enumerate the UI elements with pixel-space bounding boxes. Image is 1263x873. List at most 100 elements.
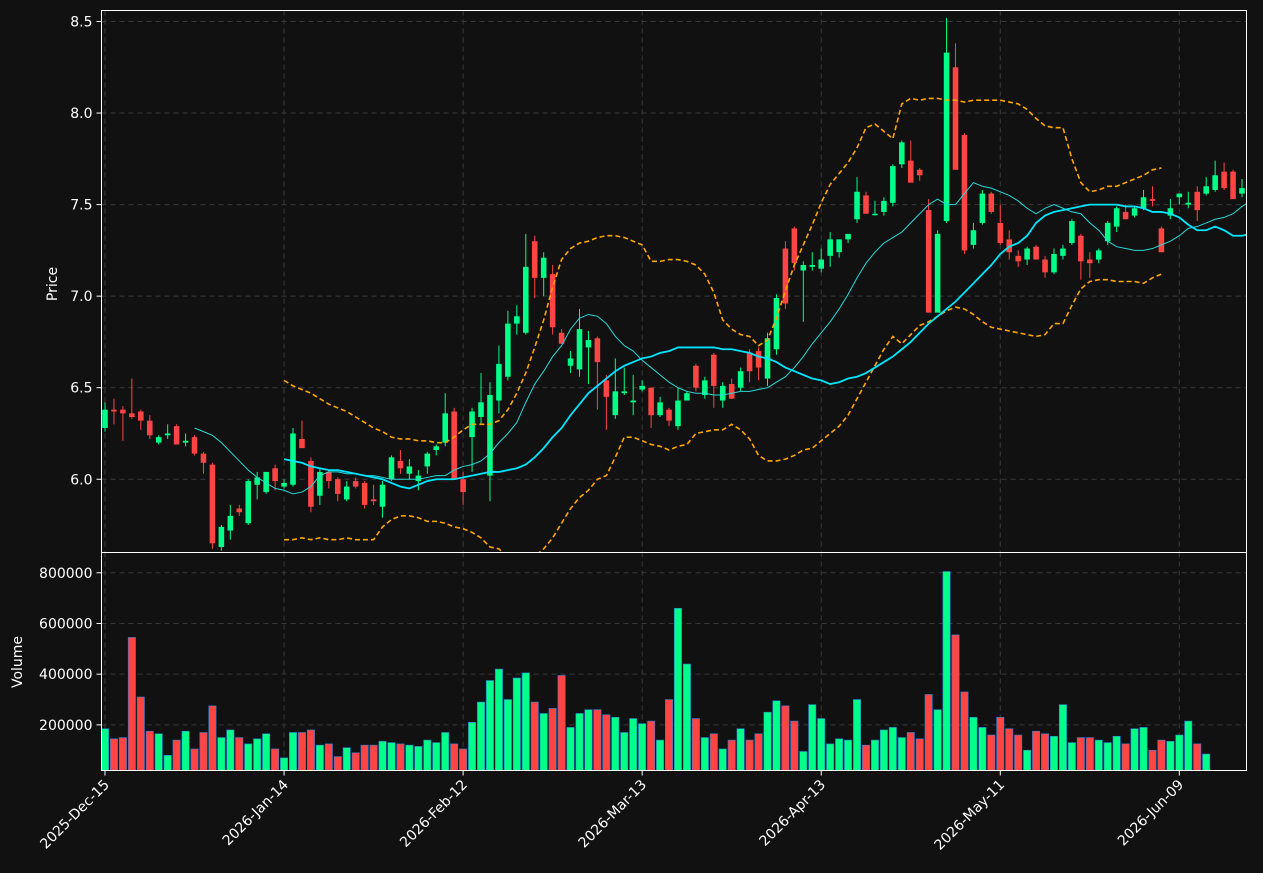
volume-bar <box>459 748 468 771</box>
candle-body <box>728 384 735 399</box>
volume-bar <box>978 727 987 771</box>
volume-bar <box>423 739 432 771</box>
volume-bar <box>244 743 253 771</box>
volume-bar <box>450 743 459 771</box>
candle-body <box>916 169 923 176</box>
volume-bar <box>530 701 539 771</box>
volume-bar <box>432 742 441 771</box>
volume-bar <box>1166 741 1175 771</box>
volume-bar <box>951 634 960 771</box>
volume-bar <box>1148 749 1157 771</box>
candle-body <box>719 385 726 401</box>
volume-bar <box>763 711 772 771</box>
volume-bar <box>172 739 181 771</box>
volume-bar <box>280 757 289 771</box>
candle-body <box>934 233 941 313</box>
volume-bar <box>351 752 360 771</box>
volume-bar <box>1121 743 1130 771</box>
candle-body <box>1060 248 1066 256</box>
candle-body <box>827 239 833 256</box>
volume-bar <box>1193 743 1202 771</box>
candle-body <box>379 484 386 507</box>
candle-body <box>675 400 681 427</box>
candle-body <box>1194 191 1201 211</box>
price-tick-label: 6.5 <box>70 381 92 397</box>
price-tick-label: 7.5 <box>70 198 92 214</box>
candle-body <box>1104 222 1111 242</box>
volume-bar <box>468 722 477 771</box>
volume-bar <box>799 751 808 771</box>
volume-bar <box>853 699 862 771</box>
volume-bar <box>289 732 297 771</box>
candle-body <box>111 409 117 412</box>
candle-body <box>138 411 144 421</box>
volume-tick-label: 600000 <box>39 616 92 632</box>
volume-bar <box>647 720 656 771</box>
candle-body <box>890 166 896 203</box>
volume-bar <box>378 741 387 771</box>
volume-bar <box>226 729 235 771</box>
volume-bar <box>101 728 109 771</box>
candle-body <box>397 460 404 469</box>
volume-bar <box>324 743 333 771</box>
candle-body <box>746 352 753 372</box>
candle-body <box>352 481 359 487</box>
volume-bar <box>494 668 503 771</box>
volume-bar <box>548 708 557 771</box>
volume-bar <box>1103 742 1112 771</box>
volume-bar <box>700 737 709 771</box>
candle-body <box>218 526 225 548</box>
candle-body <box>361 482 368 505</box>
candle-body <box>612 391 619 416</box>
candle-body <box>1158 228 1165 253</box>
volume-bar <box>512 677 521 771</box>
volume-bar <box>862 744 870 771</box>
volume-bar <box>817 718 826 771</box>
volume-bar <box>333 756 342 771</box>
volume-tick-label: 400000 <box>39 667 92 683</box>
volume-plot-area <box>101 552 1247 771</box>
candle-body <box>1069 221 1075 244</box>
candle-body <box>200 453 207 463</box>
volume-bar <box>611 716 620 771</box>
volume-axis-label: Volume <box>10 636 26 688</box>
volume-bar <box>924 694 933 771</box>
candle-body <box>845 233 851 240</box>
volume-bar <box>575 713 584 771</box>
candle-body <box>907 160 914 183</box>
volume-bar <box>262 733 271 771</box>
volume-bar <box>217 737 226 771</box>
candle-body <box>925 210 932 313</box>
price-tick-label: 8.5 <box>70 14 92 30</box>
price-tick-label: 6.0 <box>70 472 92 488</box>
volume-bar <box>638 723 647 771</box>
volume-bar <box>593 709 602 771</box>
candle-body <box>263 471 269 493</box>
candle-body <box>1185 202 1192 205</box>
candle-body <box>684 393 690 401</box>
candle-body <box>540 257 547 278</box>
volume-bar <box>1130 728 1139 771</box>
volume-bar <box>960 691 969 771</box>
price-panel: 6.0 6.5 7.0 7.5 8.0 8.5 <box>70 10 1247 553</box>
volume-bar <box>154 733 163 771</box>
candle-body <box>531 241 538 278</box>
volume-bar <box>826 743 835 771</box>
candle-body <box>334 479 341 494</box>
candle-body <box>881 200 887 212</box>
ma-short-line <box>194 182 1247 495</box>
candle-body <box>442 413 448 443</box>
volume-tick-label: 200000 <box>39 718 92 734</box>
volume-bar <box>629 718 638 771</box>
volume-bar <box>835 738 844 771</box>
candle-body <box>460 479 466 493</box>
volume-bar <box>360 744 369 771</box>
candle-body <box>281 482 287 487</box>
candle-body <box>290 433 296 485</box>
volume-bar <box>414 746 423 771</box>
candle-body <box>711 354 717 386</box>
candle-body <box>952 67 959 170</box>
volume-bar <box>602 714 611 771</box>
candle-body <box>773 297 780 350</box>
ma-long-line <box>283 203 1247 490</box>
